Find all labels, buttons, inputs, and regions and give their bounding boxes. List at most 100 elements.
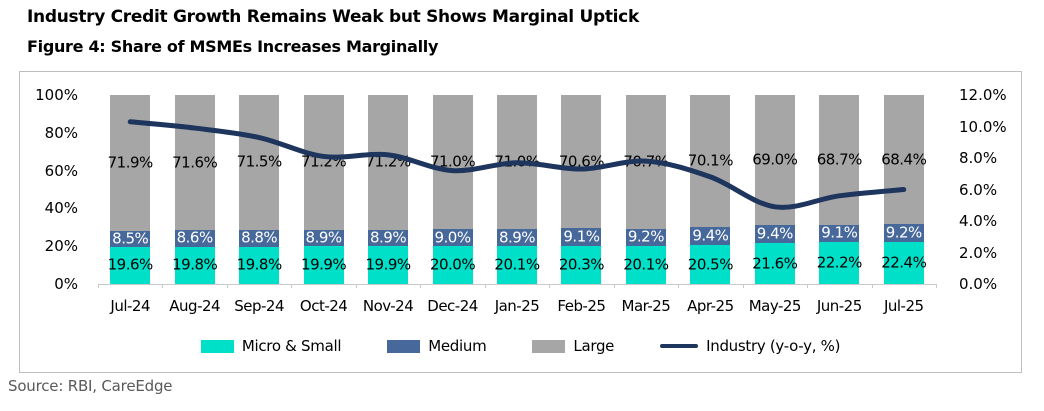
figure-caption: Figure 4: Share of MSMEs Increases Margi… xyxy=(27,37,439,56)
bar-segment-medium-oct-24 xyxy=(303,229,344,247)
x-axis-category-label: Oct-24 xyxy=(299,297,348,315)
bar-data-label: 9.0% xyxy=(434,228,471,247)
legend-label: Medium xyxy=(428,337,487,355)
left-axis-tick-label: 80% xyxy=(44,123,78,142)
x-axis-category-label: May-25 xyxy=(748,297,802,315)
right-axis-tick-label: 6.0% xyxy=(959,180,998,199)
right-axis-tick-label: 12.0% xyxy=(959,86,1007,104)
bar-segment-medium-jul-24 xyxy=(110,230,151,247)
x-axis-category-label: Feb-25 xyxy=(557,297,606,315)
left-axis-tick-label: 0% xyxy=(54,275,78,293)
bar-segment-medium-nov-24 xyxy=(368,229,409,247)
legend-swatch-industry-y-o-y-line xyxy=(660,344,699,348)
legend-label: Industry (y-o-y, %) xyxy=(706,337,841,355)
bar-data-label: 71.0% xyxy=(429,152,476,171)
bar-segment-micro-small-may-25 xyxy=(754,243,795,284)
bar-data-label: 71.9% xyxy=(107,153,154,172)
x-axis-tickmark xyxy=(742,284,744,288)
bar-data-label: 19.6% xyxy=(107,255,154,274)
bar-data-label: 71.5% xyxy=(236,152,283,171)
x-axis-category-label: Apr-25 xyxy=(687,297,734,315)
bar-data-label: 70.1% xyxy=(687,151,734,170)
bar-data-label: 19.8% xyxy=(172,255,218,274)
bar-segment-micro-small-feb-25 xyxy=(561,245,602,284)
x-axis-tickmark xyxy=(807,284,809,288)
bar-data-label: 21.6% xyxy=(752,254,798,273)
bar-segment-medium-may-25 xyxy=(754,225,795,244)
bar-segment-medium-dec-24 xyxy=(432,229,473,247)
bar-segment-micro-small-nov-24 xyxy=(368,246,409,284)
legend-item-micro-small: Micro & Small xyxy=(200,337,342,355)
right-axis-tick-label: 10.0% xyxy=(959,117,1007,136)
bar-segment-micro-small-sep-24 xyxy=(239,246,280,284)
x-axis-line xyxy=(98,284,936,285)
bar-data-label: 20.3% xyxy=(558,255,605,274)
x-axis-category-label: Nov-24 xyxy=(362,297,414,315)
legend-label: Large xyxy=(573,337,615,355)
right-axis-tick-label: 4.0% xyxy=(959,212,998,230)
bar-data-label: 8.5% xyxy=(112,229,149,248)
right-axis-tick-label: 0.0% xyxy=(959,275,998,293)
x-axis-tickmark xyxy=(678,284,680,288)
legend-item-medium: Medium xyxy=(387,337,487,355)
x-axis-category-label: Jul-25 xyxy=(883,297,924,315)
source-note: Source: RBI, CareEdge xyxy=(8,377,173,395)
bar-segment-micro-small-aug-24 xyxy=(174,246,215,284)
bar-data-label: 9.4% xyxy=(756,224,794,243)
bar-segment-micro-small-apr-25 xyxy=(690,245,731,284)
bar-data-label: 20.5% xyxy=(687,255,734,274)
x-axis-tickmark xyxy=(549,284,551,288)
bar-data-label: 70.6% xyxy=(558,152,605,171)
bar-segment-medium-feb-25 xyxy=(561,228,602,246)
bar-data-label: 8.9% xyxy=(370,228,407,247)
bar-segment-micro-small-oct-24 xyxy=(303,246,344,284)
chart-plot-area: Micro & Small Medium Large Industry (y-o-y,… xyxy=(19,71,1022,373)
bar-segment-medium-jul-25 xyxy=(883,224,924,242)
bar-data-label: 19.9% xyxy=(365,255,411,274)
left-axis-tick-label: 40% xyxy=(44,199,78,218)
x-axis-tickmark xyxy=(613,284,615,288)
left-axis-tick-label: 100% xyxy=(35,86,78,104)
bar-segment-micro-small-jan-25 xyxy=(497,246,537,284)
bar-data-label: 19.8% xyxy=(236,255,283,274)
bar-data-label: 19.9% xyxy=(301,255,347,274)
x-axis-tickmark xyxy=(871,284,873,288)
legend-swatch-large-box xyxy=(532,339,566,353)
right-axis-tick-label: 2.0% xyxy=(959,243,998,262)
bar-data-label: 71.2% xyxy=(301,152,347,171)
x-axis-tickmark xyxy=(291,284,293,288)
x-axis-category-label: Jan-25 xyxy=(494,297,540,315)
bar-segment-medium-mar-25 xyxy=(625,228,666,246)
bar-segment-micro-small-dec-24 xyxy=(432,246,473,284)
bar-data-label: 8.9% xyxy=(498,228,536,247)
x-axis-tickmark xyxy=(226,284,228,288)
bar-data-label: 9.1% xyxy=(563,227,600,246)
x-axis-tickmark xyxy=(420,284,422,288)
left-axis-tick-label: 60% xyxy=(44,161,78,180)
bar-segment-medium-jun-25 xyxy=(819,224,860,243)
bar-segment-micro-small-mar-25 xyxy=(625,246,666,284)
x-axis-category-label: Aug-24 xyxy=(169,297,221,315)
left-axis-tick-label: 20% xyxy=(44,237,78,256)
legend-swatch-micro-small-box xyxy=(200,339,234,353)
x-axis-category-label: Jul-24 xyxy=(110,297,151,315)
legend-item-industry-y-o-y: Industry (y-o-y, %) xyxy=(660,337,840,355)
x-axis-tickmark xyxy=(162,284,164,288)
legend-label: Micro & Small xyxy=(241,337,342,355)
bar-data-label: 9.1% xyxy=(821,223,858,242)
bar-segment-micro-small-jul-24 xyxy=(110,246,151,284)
x-axis-category-label: Mar-25 xyxy=(621,297,671,315)
x-axis-category-label: Jun-25 xyxy=(816,297,862,315)
bar-data-label: 20.1% xyxy=(623,255,669,274)
bar-data-label: 71.2% xyxy=(365,152,411,171)
bar-data-label: 8.8% xyxy=(241,228,278,247)
x-axis-category-label: Sep-24 xyxy=(234,297,285,315)
bar-data-label: 20.1% xyxy=(494,255,540,274)
bar-data-label: 68.7% xyxy=(816,150,863,169)
bar-segment-micro-small-jun-25 xyxy=(819,242,860,284)
x-axis-tickmark xyxy=(355,284,357,288)
x-axis-tickmark xyxy=(484,284,486,288)
bar-data-label: 70.7% xyxy=(623,152,669,171)
bar-data-label: 22.4% xyxy=(881,253,927,272)
